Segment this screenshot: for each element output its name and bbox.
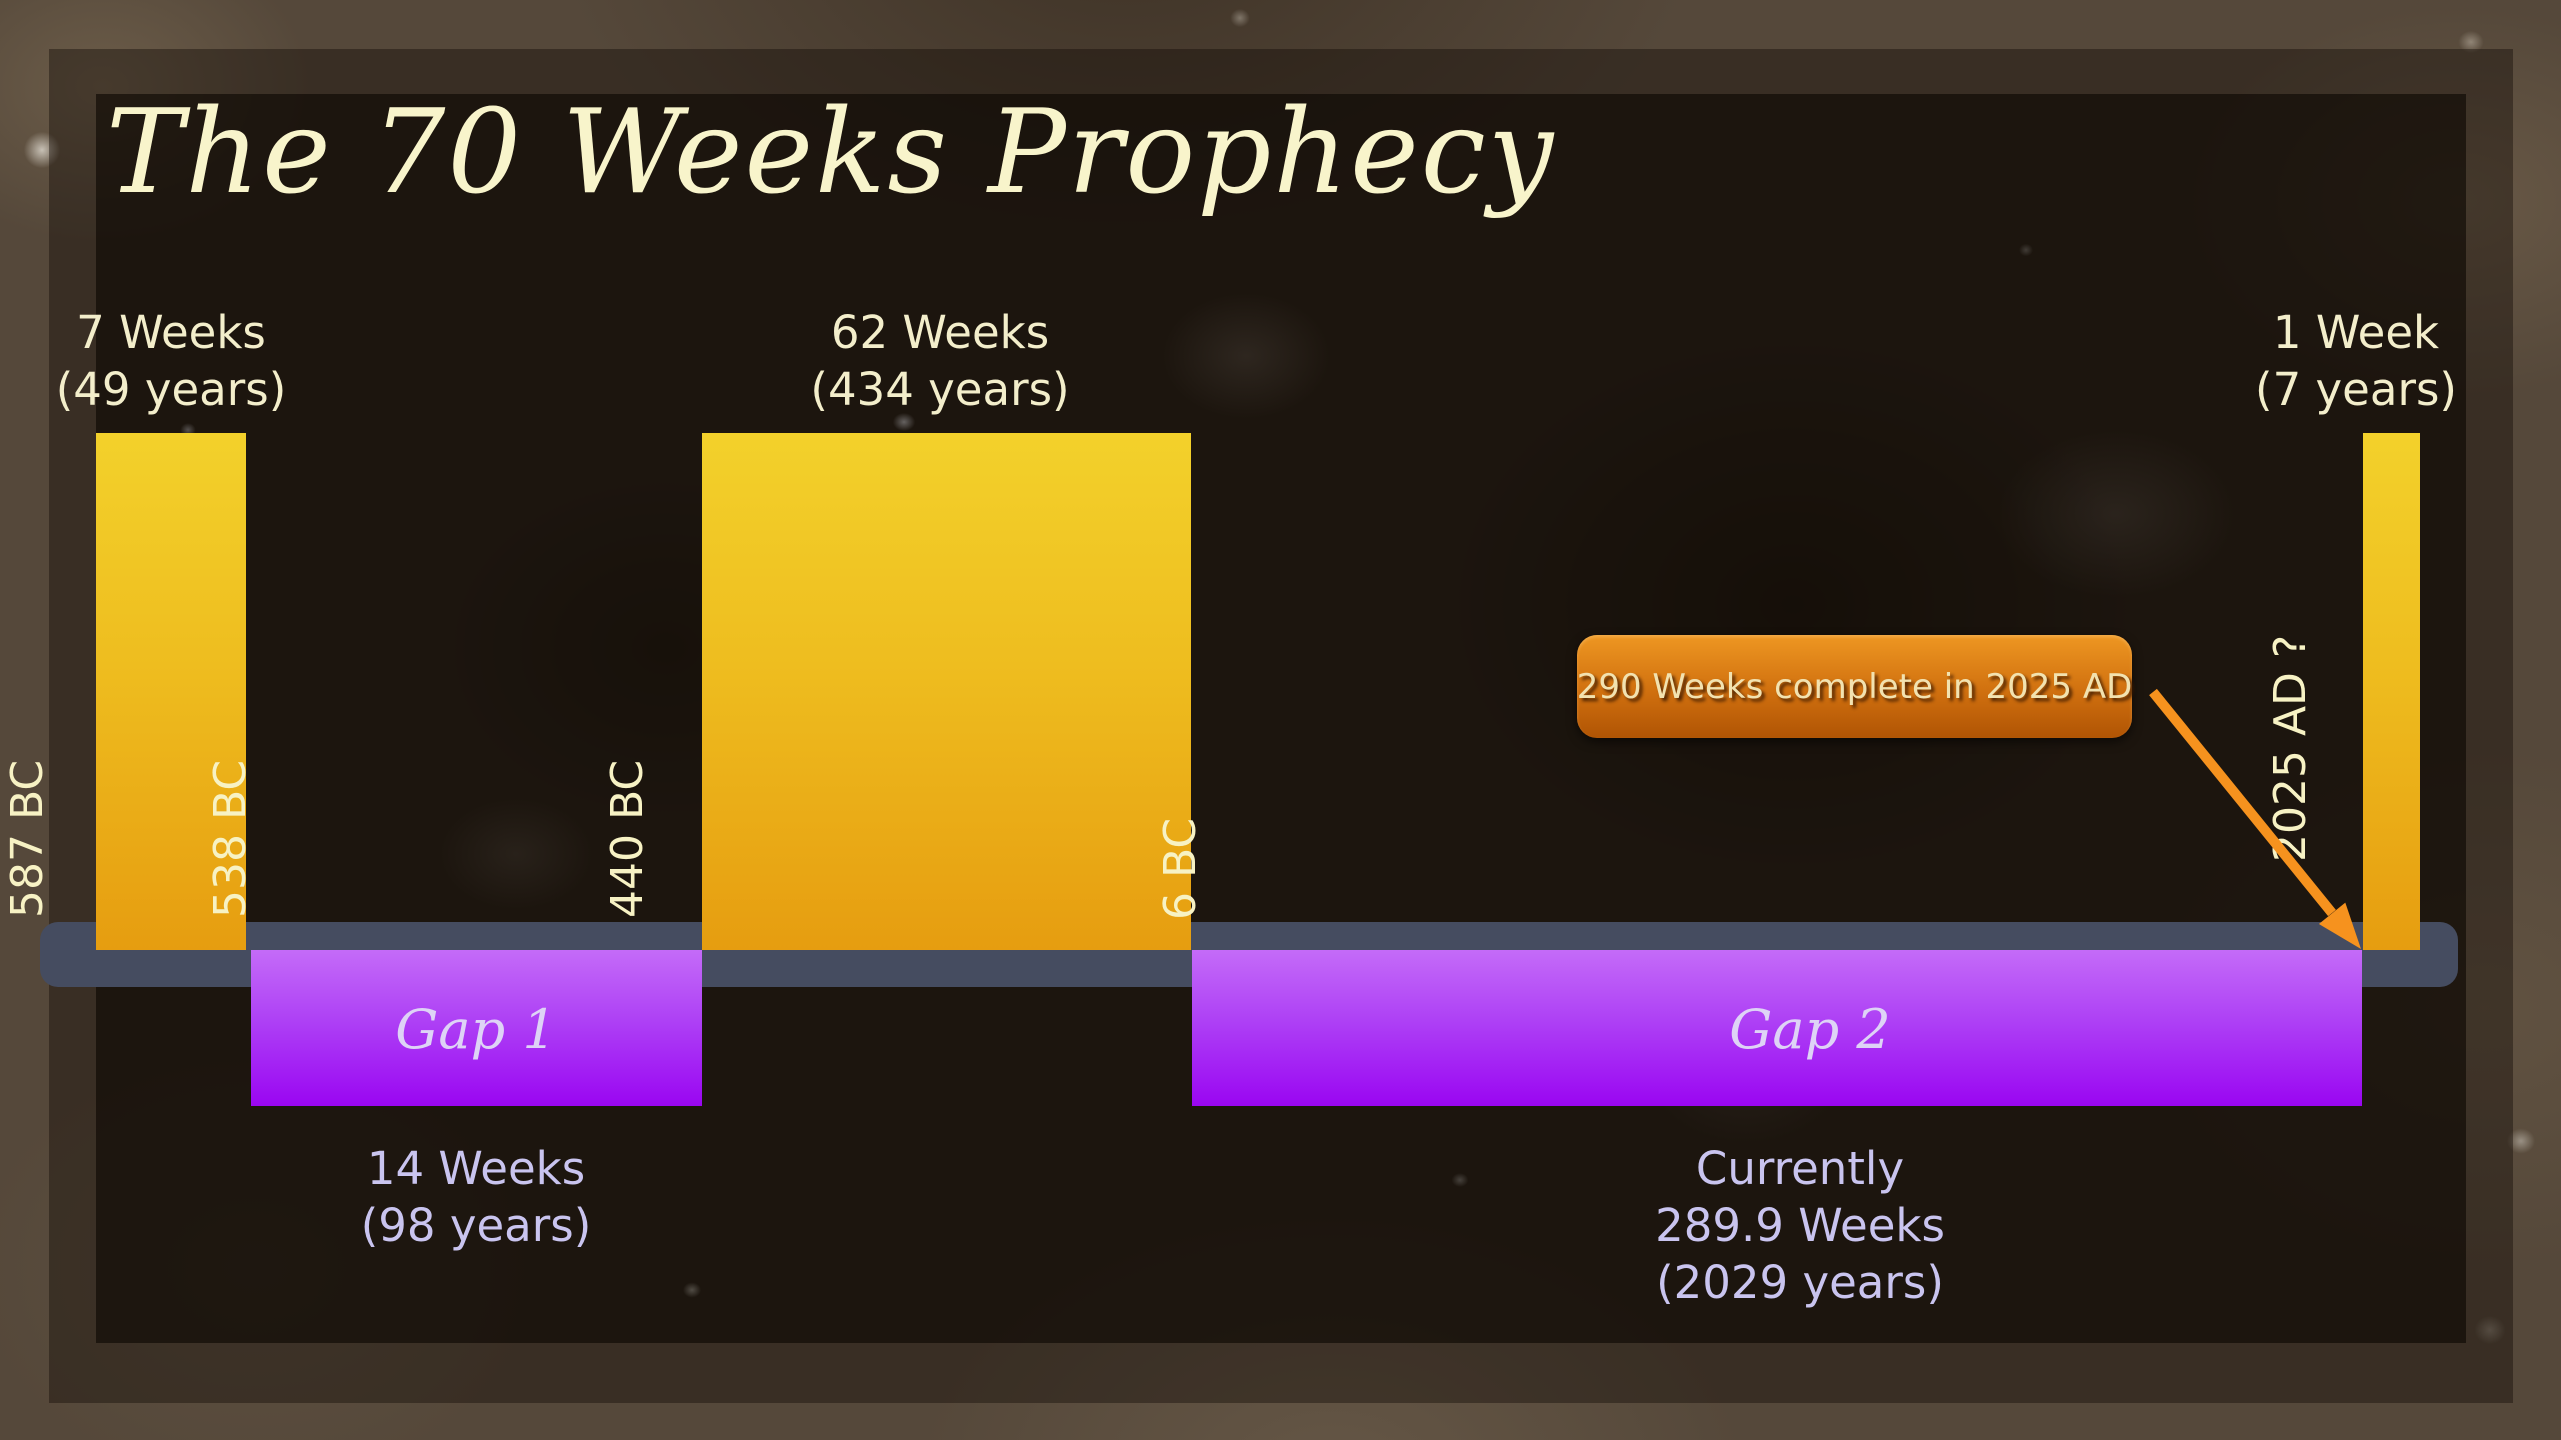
tick-2025-ad: 2025 AD ? bbox=[2265, 634, 2316, 862]
bar-62-weeks bbox=[702, 433, 1191, 950]
bar-7-weeks-label: 7 Weeks (49 years) bbox=[56, 304, 287, 418]
bar-62-weeks-label-line2: (434 years) bbox=[810, 363, 1070, 416]
tick-6-bc: 6 BC bbox=[1155, 817, 1206, 920]
bar-7-weeks bbox=[96, 433, 246, 950]
gap2-label: Gap 2 bbox=[1729, 998, 1891, 1061]
bar-1-week-label-line2: (7 years) bbox=[2255, 363, 2457, 416]
gap2-caption-line3: (2029 years) bbox=[1656, 1256, 1944, 1309]
bar-7-weeks-label-line2: (49 years) bbox=[55, 363, 287, 416]
tick-440-bc: 440 BC bbox=[602, 759, 653, 918]
annotation-tooltip: 290 Weeks complete in 2025 AD bbox=[1577, 635, 2132, 738]
bar-1-week-label-line1: 1 Week bbox=[2272, 306, 2440, 359]
annotation-tooltip-text: 290 Weeks complete in 2025 AD bbox=[1576, 666, 2133, 707]
gap1-label: Gap 1 bbox=[395, 998, 557, 1061]
gap1-bar bbox=[251, 950, 702, 1106]
gap1-caption-line1: 14 Weeks bbox=[366, 1142, 586, 1195]
bar-1-week bbox=[2363, 433, 2420, 950]
tick-538-bc: 538 BC bbox=[205, 759, 256, 918]
gap2-caption-line2: 289.9 Weeks bbox=[1655, 1199, 1945, 1252]
tick-587-bc: 587 BC bbox=[2, 759, 53, 918]
gap1-caption-line2: (98 years) bbox=[360, 1199, 592, 1252]
bar-1-week-label: 1 Week (7 years) bbox=[2255, 304, 2457, 418]
bar-7-weeks-label-line1: 7 Weeks bbox=[76, 306, 266, 359]
gap2-bar bbox=[1192, 950, 2362, 1106]
gap2-caption: Currently 289.9 Weeks (2029 years) bbox=[1655, 1140, 1945, 1311]
page-title: The 70 Weeks Prophecy bbox=[106, 85, 1556, 220]
gap2-caption-line1: Currently bbox=[1695, 1142, 1905, 1195]
bar-62-weeks-label-line1: 62 Weeks bbox=[830, 306, 1050, 359]
gap1-caption: 14 Weeks (98 years) bbox=[361, 1140, 592, 1254]
bar-62-weeks-label: 62 Weeks (434 years) bbox=[810, 304, 1069, 418]
